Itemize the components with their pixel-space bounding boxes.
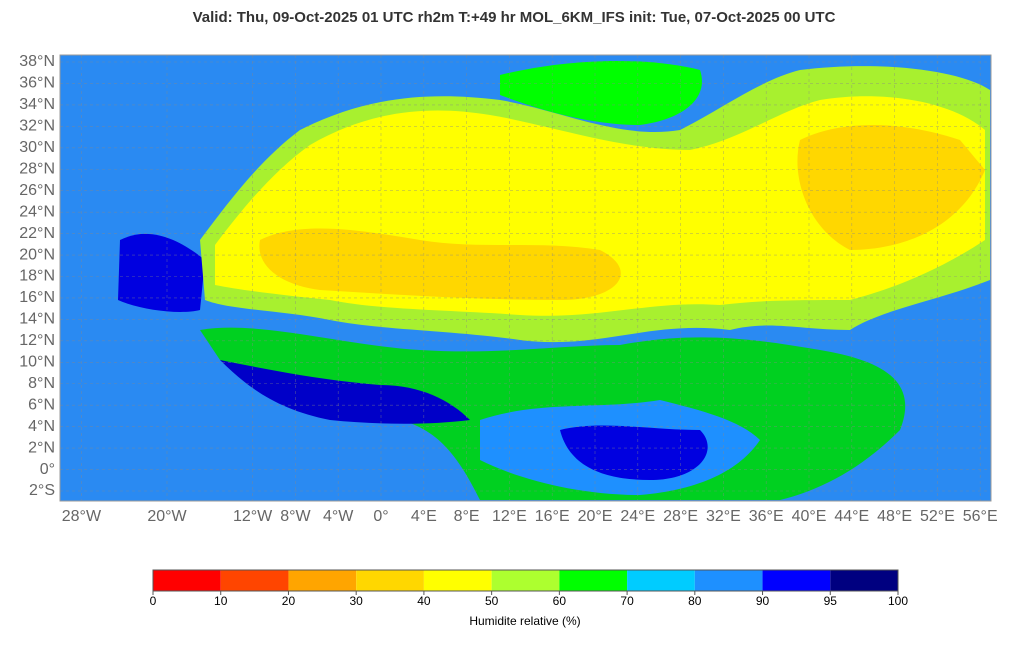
colorbar-tick-label: 30 [350,594,364,608]
colorbar-tick-label: 50 [485,594,499,608]
colorbar-tick-label: 100 [888,594,908,608]
lon-tick-label: 40°E [792,508,827,525]
lat-tick-label: 8°N [28,375,55,392]
lat-tick-label: 38°N [19,53,55,70]
lon-tick-label: 32°E [706,508,741,525]
title: Valid: Thu, 09-Oct-2025 01 UTC rh2m T:+4… [193,9,836,26]
lat-tick-label: 18°N [19,268,55,285]
lat-tick-label: 14°N [19,311,55,328]
lon-tick-label: 12°W [233,508,273,525]
graticule [60,55,991,501]
colorbar-segment [762,570,831,591]
map-field [60,55,991,501]
lon-tick-label: 28°W [62,508,102,525]
lat-tick-label: 24°N [19,203,55,220]
colorbar-tick-label: 0 [150,594,157,608]
colorbar-segment [288,570,357,591]
colorbar-segment [423,570,492,591]
colorbar-tick-label: 10 [214,594,228,608]
lon-tick-label: 12°E [492,508,527,525]
colorbar-segment [220,570,289,591]
map-frame [59,54,992,502]
colorbar-segment [559,570,628,591]
lon-tick-label: 52°E [920,508,955,525]
colorbar-frame [152,569,899,592]
lat-tick-label: 12°N [19,332,55,349]
lon-tick-label: 20°W [147,508,187,525]
lon-tick-label: 8°E [454,508,480,525]
lat-tick-label: 2°S [29,482,55,499]
lat-tick-label: 22°N [19,225,55,242]
lon-tick-label: 20°E [578,508,613,525]
colorbar-tick-label: 60 [553,594,567,608]
lon-tick-label: 28°E [663,508,698,525]
lon-tick-label: 16°E [535,508,570,525]
colorbar-tick-label: 70 [620,594,634,608]
lat-tick-label: 20°N [19,246,55,263]
colorbar-segment [627,570,695,591]
colorbar-tick-label: 40 [417,594,431,608]
lon-tick-label: 8°W [280,508,311,525]
colorbar-segment [830,570,898,591]
lat-tick-label: 28°N [19,160,55,177]
lat-tick-label: 4°N [28,418,55,435]
colorbar-segment [153,570,221,591]
lon-tick-label: 56°E [963,508,998,525]
colorbar-tick-label: 95 [824,594,838,608]
colorbar-segment [356,570,424,591]
lon-tick-label: 4°E [411,508,437,525]
lon-tick-label: 44°E [834,508,869,525]
lon-tick-label: 4°W [323,508,354,525]
lon-tick-label: 24°E [620,508,655,525]
colorbar-tick-label: 20 [282,594,296,608]
colorbar-tick-label: 90 [756,594,770,608]
lat-tick-label: 0° [40,461,55,478]
colorbar-segment [491,570,560,591]
lat-tick-label: 2°N [28,439,55,456]
lat-tick-label: 26°N [19,182,55,199]
lat-tick-label: 34°N [19,96,55,113]
lon-tick-label: 36°E [749,508,784,525]
colorbar-label: Humidite relative (%) [469,614,580,628]
lat-tick-label: 36°N [19,75,55,92]
colorbar-segment [694,570,763,591]
lat-tick-label: 30°N [19,139,55,156]
lat-tick-label: 10°N [19,354,55,371]
colorbar: 0 10 20 30 40 50 60 70 80 90 95 100 [150,569,908,608]
lat-tick-label: 16°N [19,289,55,306]
lat-tick-label: 6°N [28,396,55,413]
lon-tick-label: 48°E [877,508,912,525]
colorbar-tick-label: 80 [688,594,702,608]
lat-tick-label: 32°N [19,118,55,135]
lon-tick-label: 0° [373,508,388,525]
